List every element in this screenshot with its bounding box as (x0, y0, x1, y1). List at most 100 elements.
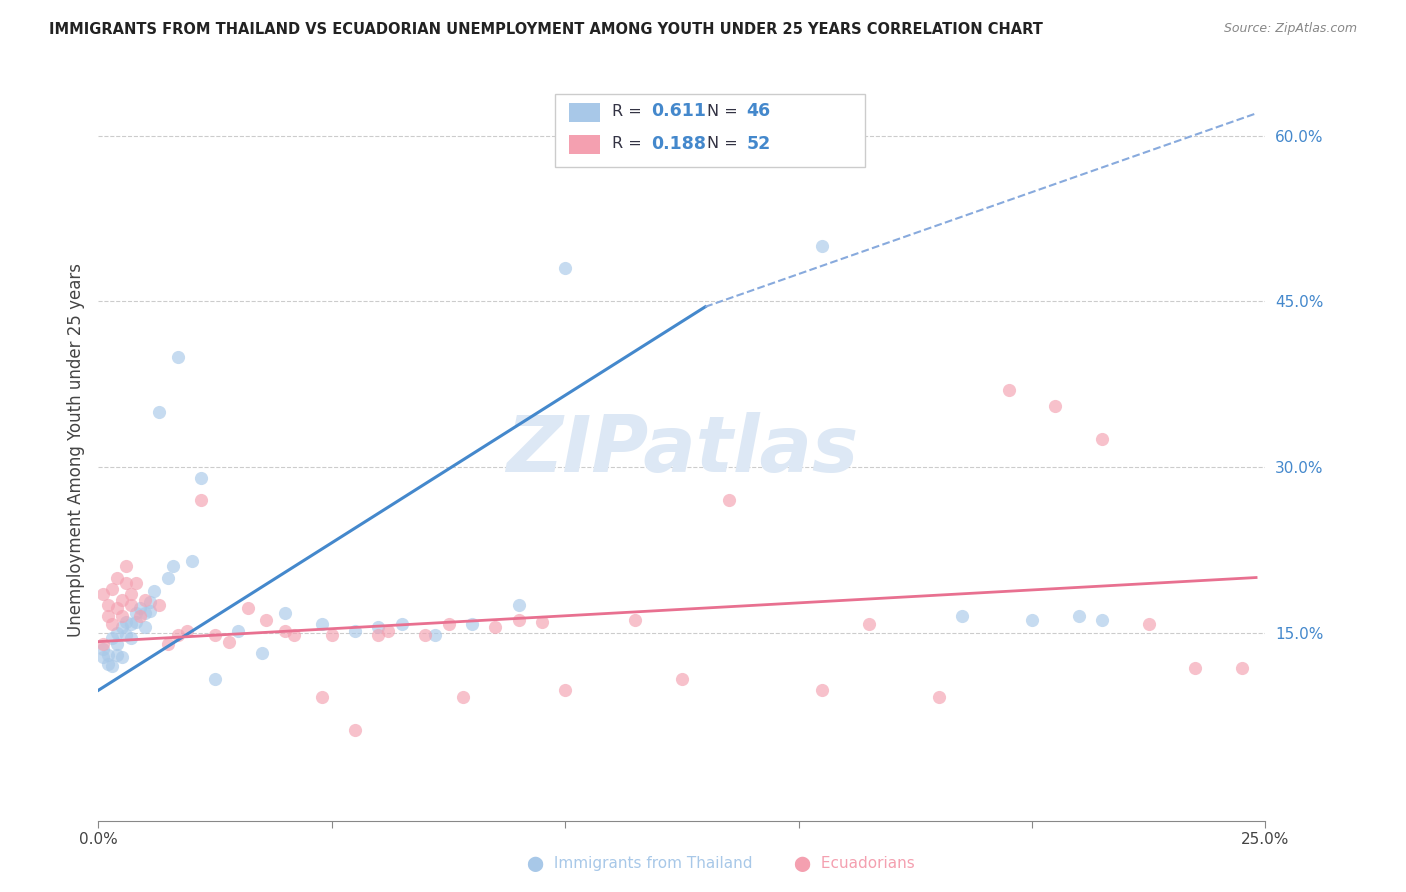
Point (228, 624, 250, 638)
Point (115, 628, 138, 642)
Point (148, 598, 170, 612)
Point (377, 624, 399, 638)
Point (97, 657, 120, 671)
Point (111, 650, 134, 665)
Point (97, 598, 120, 612)
Point (105, 637, 128, 651)
Point (190, 493, 212, 508)
Point (530, 615, 553, 629)
Point (91, 650, 114, 665)
Point (111, 620, 134, 634)
Point (218, 634, 240, 648)
Point (671, 672, 693, 686)
Point (311, 690, 333, 704)
Point (125, 615, 148, 629)
Point (1067, 609, 1090, 624)
Point (250, 646, 273, 660)
Point (134, 592, 156, 607)
Point (157, 570, 180, 584)
Point (950, 609, 973, 624)
Point (134, 606, 156, 620)
Text: 0.188: 0.188 (651, 135, 706, 153)
Point (162, 559, 184, 574)
Point (1184, 661, 1206, 675)
Point (508, 598, 530, 612)
Point (1091, 433, 1114, 447)
Point (97, 609, 120, 624)
Point (148, 405, 170, 419)
Point (111, 609, 134, 624)
Point (134, 620, 156, 634)
Point (91, 642, 114, 657)
Point (120, 632, 142, 646)
Point (105, 570, 128, 584)
Text: N =: N = (707, 136, 744, 151)
Point (115, 576, 138, 591)
Point (105, 625, 128, 640)
Point (125, 576, 148, 591)
Point (166, 350, 188, 364)
Text: 52: 52 (747, 135, 770, 153)
Text: 46: 46 (747, 103, 770, 120)
Point (484, 620, 506, 634)
Text: N =: N = (707, 104, 744, 119)
Point (311, 616, 333, 631)
Point (101, 616, 124, 631)
Point (451, 690, 474, 704)
Point (120, 598, 142, 612)
Point (274, 606, 297, 620)
Point (1230, 661, 1253, 675)
Point (111, 592, 134, 607)
Text: ⬤  Immigrants from Thailand: ⬤ Immigrants from Thailand (527, 856, 752, 872)
Point (423, 628, 446, 642)
Point (115, 559, 138, 574)
Point (129, 601, 152, 615)
Point (858, 616, 880, 631)
Point (508, 613, 530, 627)
Point (1137, 616, 1160, 631)
Point (129, 609, 152, 624)
Point (105, 601, 128, 615)
Point (101, 659, 124, 673)
Point (344, 624, 367, 638)
Text: R =: R = (612, 136, 647, 151)
Point (367, 628, 389, 642)
Point (344, 723, 367, 737)
Point (624, 613, 647, 627)
Point (204, 672, 226, 686)
Text: IMMIGRANTS FROM THAILAND VS ECUADORIAN UNEMPLOYMENT AMONG YOUTH UNDER 25 YEARS C: IMMIGRANTS FROM THAILAND VS ECUADORIAN U… (49, 22, 1043, 37)
Point (1045, 399, 1067, 413)
Point (554, 683, 576, 698)
Point (391, 616, 413, 631)
Point (101, 632, 124, 646)
Text: ZIPatlas: ZIPatlas (506, 412, 858, 489)
Point (157, 637, 180, 651)
Point (283, 628, 305, 642)
Point (125, 606, 148, 620)
Point (367, 620, 389, 634)
Point (413, 628, 436, 642)
Point (115, 615, 138, 629)
Point (811, 239, 834, 253)
Point (461, 616, 484, 631)
Point (236, 601, 259, 615)
Text: ⬤  Ecuadorians: ⬤ Ecuadorians (794, 856, 915, 872)
Point (1091, 613, 1114, 627)
Point (717, 493, 740, 508)
Point (139, 595, 162, 609)
Point (180, 554, 202, 568)
Point (143, 583, 166, 598)
Text: 0.611: 0.611 (651, 103, 706, 120)
Point (97, 648, 120, 662)
Text: R =: R = (612, 104, 647, 119)
Point (997, 383, 1019, 397)
Point (321, 628, 343, 642)
Text: Source: ZipAtlas.com: Source: ZipAtlas.com (1223, 22, 1357, 36)
Point (101, 582, 124, 596)
Point (256, 613, 278, 627)
Point (139, 604, 162, 618)
Point (204, 628, 226, 642)
Point (437, 616, 460, 631)
Point (811, 683, 834, 698)
Point (120, 616, 142, 631)
